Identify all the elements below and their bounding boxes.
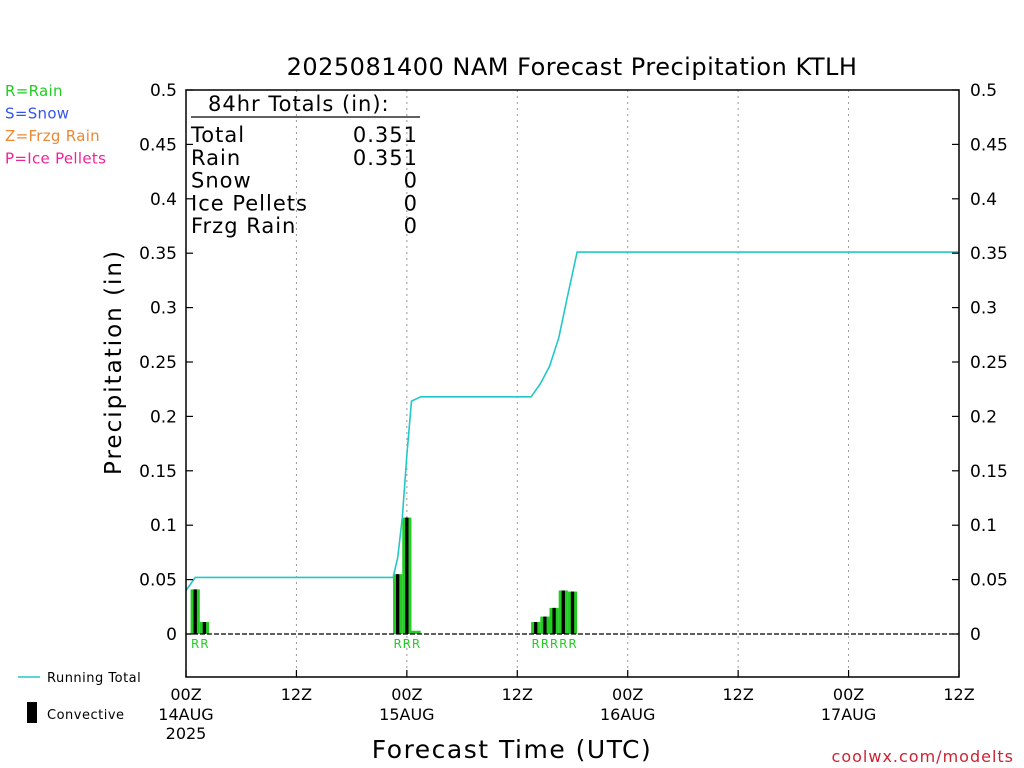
- x-tick-time-0: 00Z: [170, 685, 201, 704]
- bar-type-label-4: R: [412, 637, 420, 651]
- x-tick-time-7: 12Z: [943, 685, 974, 704]
- x-tick-time-4: 00Z: [612, 685, 643, 704]
- totals-box: 84hr Totals (in): Total 0.351 Rain 0.351 Sno…: [190, 92, 420, 238]
- y-tick-right-label-4: 0.2: [970, 407, 997, 427]
- bar-type-label-8: R: [559, 637, 567, 651]
- totals-row-value-0: 0.351: [353, 123, 418, 147]
- y-tick-left-label-2: 0.1: [150, 516, 177, 536]
- y-tick-right-label-7: 0.35: [970, 244, 1008, 264]
- bar-type-label-5: R: [532, 637, 540, 651]
- credit-text: coolwx.com/modelts: [832, 747, 1014, 766]
- y-axis-label: Precipitation (in): [101, 249, 127, 475]
- totals-heading: 84hr Totals (in):: [208, 92, 390, 116]
- totals-row-value-1: 0.351: [353, 146, 418, 170]
- y-tick-left-label-3: 0.15: [139, 462, 177, 482]
- vertical-grid: [295, 90, 850, 677]
- x-axis-label: Forecast Time (UTC): [372, 735, 652, 764]
- x-tick-time-1: 12Z: [281, 685, 312, 704]
- type-legend-item-2: Z=Frzg Rain: [5, 127, 100, 145]
- y-ticks-left: 0 0.05 0.1 0.15 0.2 0.25 0.3 0.35 0.4 0.45 0.5: [139, 81, 193, 645]
- x-tick-date-6: 17AUG: [821, 705, 876, 724]
- bar-total-4: [411, 630, 421, 634]
- bar-type-label-1: R: [200, 637, 208, 651]
- totals-row-value-4: 0: [404, 214, 418, 238]
- type-legend-item-1: S=Snow: [5, 105, 69, 123]
- totals-row-label-4: Frzg Rain: [191, 214, 296, 238]
- bar-type-label-9: R: [568, 637, 576, 651]
- bar-convective-5: [534, 622, 538, 634]
- bar-convective-8: [561, 590, 565, 634]
- chart-title: 2025081400 NAM Forecast Precipitation KT…: [287, 53, 858, 81]
- x-tick-time-2: 00Z: [391, 685, 422, 704]
- y-tick-right-label-1: 0.05: [970, 571, 1008, 591]
- y-tick-left-label-5: 0.25: [139, 353, 177, 373]
- totals-row-value-2: 0: [404, 169, 418, 193]
- y-tick-left-label-4: 0.2: [150, 407, 177, 427]
- totals-row-label-3: Ice Pellets: [191, 191, 308, 215]
- y-tick-left-label-6: 0.3: [150, 299, 177, 319]
- bar-convective-6: [543, 616, 547, 634]
- bar-convective-9: [570, 591, 575, 634]
- x-tick-date-0: 14AUG: [158, 705, 213, 724]
- y-tick-right-label-0: 0: [970, 625, 981, 645]
- bar-convective-3: [405, 517, 409, 634]
- x-tick-time-5: 12Z: [722, 685, 753, 704]
- running-total-legend-label: Running Total: [47, 671, 141, 686]
- y-tick-left-label-10: 0.5: [150, 81, 177, 101]
- bar-convective-2: [395, 574, 400, 634]
- y-tick-right-label-10: 0.5: [970, 81, 997, 101]
- bottom-legend: Running Total Convective: [18, 671, 141, 723]
- x-tick-time-3: 12Z: [502, 685, 533, 704]
- y-tick-left-label-7: 0.35: [139, 244, 177, 264]
- totals-row-value-3: 0: [404, 191, 418, 215]
- convective-legend-swatch: [27, 702, 37, 723]
- bar-type-label-2: R: [393, 637, 401, 651]
- running-total-line: [185, 251, 959, 591]
- x-tick-date-2: 15AUG: [379, 705, 434, 724]
- totals-row-label-2: Snow: [191, 169, 252, 193]
- y-ticks-right: 0 0.05 0.1 0.15 0.2 0.25 0.3 0.35 0.4 0.45 0.5: [952, 81, 1008, 645]
- bar-type-label-6: R: [541, 637, 549, 651]
- convective-legend-label: Convective: [47, 708, 125, 723]
- x-tick-year-0: 2025: [166, 724, 207, 743]
- bar-convective-7: [552, 607, 556, 634]
- bar-type-label-7: R: [550, 637, 558, 651]
- bar-type-label-0: R: [191, 637, 199, 651]
- precip-type-legend: R=Rain S=Snow Z=Frzg Rain P=Ice Pellets: [5, 82, 106, 168]
- y-tick-left-label-9: 0.45: [139, 135, 177, 155]
- precip-bars: [190, 517, 578, 634]
- y-tick-left-label-0: 0: [166, 625, 177, 645]
- x-tick-time-6: 00Z: [833, 685, 864, 704]
- y-tick-left-label-1: 0.05: [139, 571, 177, 591]
- y-tick-right-label-3: 0.15: [970, 462, 1008, 482]
- y-tick-right-label-8: 0.4: [970, 190, 997, 210]
- x-tick-date-4: 16AUG: [600, 705, 655, 724]
- bar-convective-0: [193, 589, 197, 634]
- y-tick-right-label-9: 0.45: [970, 135, 1008, 155]
- type-legend-item-3: P=Ice Pellets: [5, 150, 106, 168]
- bar-convective-1: [202, 622, 207, 634]
- plot-frame: [185, 89, 960, 678]
- y-tick-right-label-6: 0.3: [970, 299, 997, 319]
- bar-type-label-3: R: [403, 637, 411, 651]
- type-legend-item-0: R=Rain: [5, 82, 63, 100]
- y-tick-right-label-2: 0.1: [970, 516, 997, 536]
- y-tick-left-label-8: 0.4: [150, 190, 177, 210]
- totals-row-label-1: Rain: [191, 146, 241, 170]
- y-tick-right-label-5: 0.25: [970, 353, 1008, 373]
- totals-row-label-0: Total: [190, 123, 245, 147]
